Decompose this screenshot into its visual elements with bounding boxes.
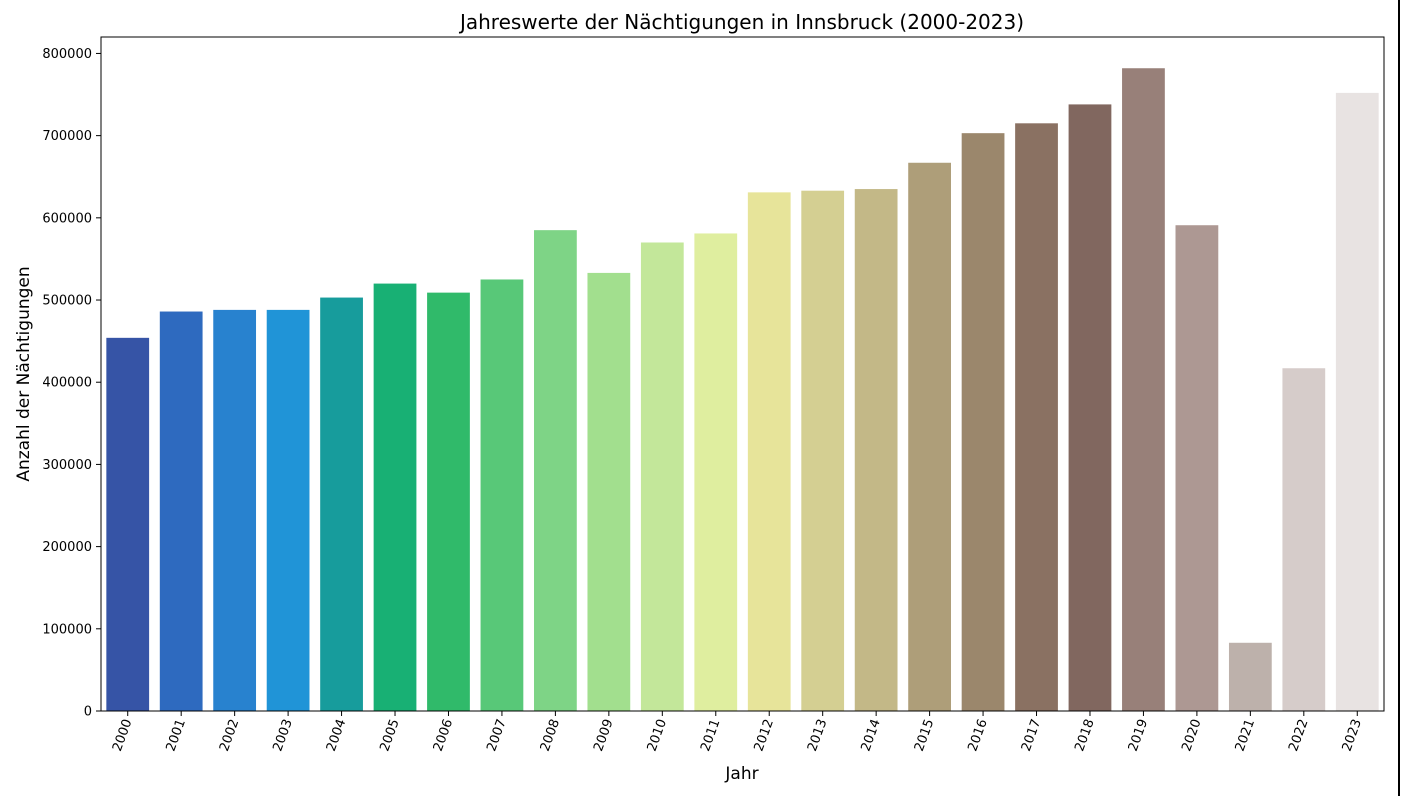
x-tick-label: 2009: [591, 717, 616, 753]
y-tick-label: 100000: [42, 622, 92, 637]
x-axis-ticks: 2000 2001 2002 2003 2004 2005 2006 2007 2008 2009…: [110, 711, 1365, 753]
x-axis-label: Jahr: [724, 764, 758, 784]
x-tick-label: 2020: [1179, 717, 1204, 753]
bar-2011: [694, 233, 738, 711]
bar-2010: [640, 242, 684, 712]
bar-2006: [427, 292, 470, 711]
bar-2012: [747, 192, 791, 712]
x-tick-label: 2023: [1340, 717, 1365, 753]
bar-2021: [1228, 642, 1272, 711]
bar-2013: [801, 190, 845, 711]
y-axis-ticks: 0 100000 200000 300000 400000 500000 600000 700…: [42, 47, 101, 720]
y-tick-label: 500000: [42, 294, 92, 309]
bar-2001: [159, 311, 203, 711]
bars: [106, 68, 1379, 712]
x-tick-label: 2007: [484, 717, 509, 753]
x-tick-label: 2005: [377, 717, 402, 753]
x-tick-label: 2004: [324, 717, 349, 753]
y-tick-label: 300000: [42, 458, 92, 473]
window-edge-line: [1398, 0, 1400, 796]
x-tick-label: 2011: [698, 717, 723, 753]
bar-2017: [1015, 123, 1058, 712]
bar-2008: [534, 230, 577, 711]
x-tick-label: 2021: [1233, 717, 1258, 753]
bar-2014: [854, 189, 898, 711]
bar-2022: [1282, 368, 1326, 711]
x-tick-label: 2006: [431, 717, 456, 753]
x-tick-label: 2017: [1019, 717, 1044, 753]
x-tick-label: 2003: [270, 717, 295, 753]
bar-2003: [266, 309, 310, 711]
x-tick-label: 2010: [645, 717, 670, 753]
y-axis-label: Anzahl der Nächtigungen: [14, 266, 34, 481]
x-tick-label: 2016: [965, 717, 990, 753]
bar-2023: [1335, 92, 1379, 711]
bar-2005: [373, 283, 417, 711]
x-tick-label: 2018: [1072, 717, 1097, 753]
x-tick-label: 2008: [538, 717, 563, 753]
x-tick-label: 2002: [217, 717, 242, 753]
bar-2020: [1175, 225, 1219, 712]
y-tick-label: 800000: [42, 47, 92, 62]
y-tick-label: 600000: [42, 211, 92, 226]
chart-title: Jahreswerte der Nächtigungen in Innsbruc…: [458, 10, 1024, 34]
bar-2007: [480, 279, 524, 711]
x-tick-label: 2000: [110, 717, 135, 753]
y-tick-label: 200000: [42, 540, 92, 555]
bar-2016: [961, 133, 1005, 712]
bar-2019: [1122, 68, 1165, 712]
x-tick-label: 2019: [1126, 717, 1151, 753]
x-tick-label: 2015: [912, 717, 937, 753]
x-tick-label: 2013: [805, 717, 830, 753]
bar-2000: [106, 337, 150, 711]
y-tick-label: 700000: [42, 129, 92, 144]
x-tick-label: 2012: [752, 717, 777, 753]
bar-2015: [908, 162, 951, 711]
x-tick-label: 2001: [164, 717, 189, 753]
y-tick-label: 0: [84, 705, 92, 720]
x-tick-label: 2022: [1286, 717, 1311, 753]
bar-2004: [320, 297, 363, 711]
x-tick-label: 2014: [858, 717, 883, 753]
bar-2002: [213, 309, 257, 711]
bar-2018: [1068, 104, 1112, 711]
bar-2009: [587, 272, 631, 711]
plot-frame: [100, 36, 1385, 712]
y-tick-label: 400000: [42, 376, 92, 391]
